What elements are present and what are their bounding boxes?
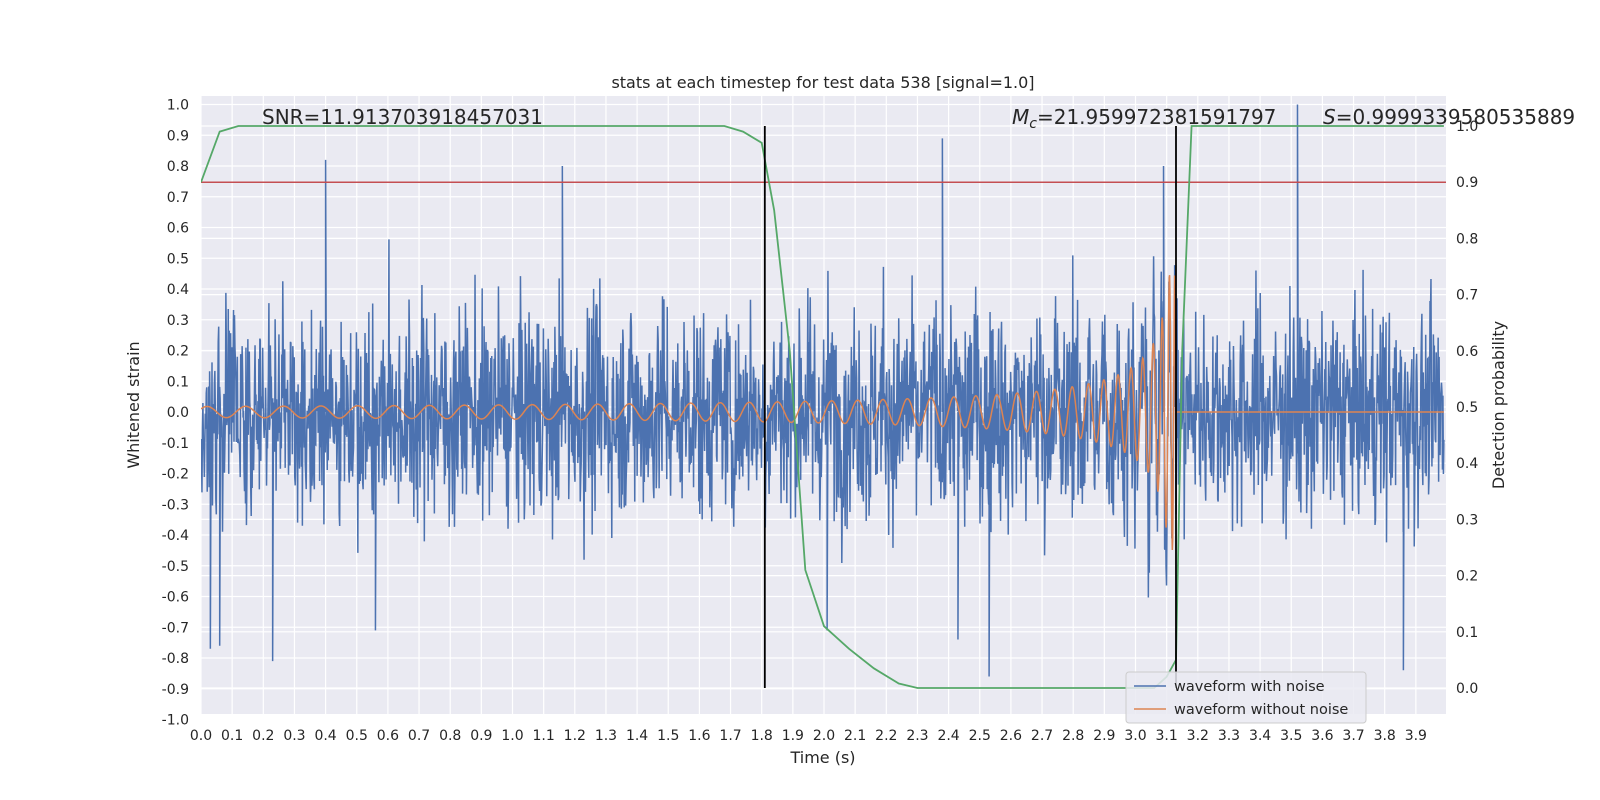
x-tick-label: 3.7 — [1342, 728, 1364, 744]
x-tick-label: 1.3 — [595, 728, 617, 744]
x-tick-label: 3.6 — [1311, 728, 1333, 744]
y-tick-label: 0.4 — [167, 282, 189, 298]
x-tick-label: 1.1 — [533, 728, 555, 744]
x-tick-label: 2.5 — [969, 728, 991, 744]
x-tick-label: 0.4 — [314, 728, 336, 744]
x-tick-label: 3.3 — [1218, 728, 1240, 744]
score-annotation: S=0.9999339580535889 — [1323, 105, 1575, 129]
y-tick-label: 0.5 — [167, 251, 189, 267]
x-tick-label: 1.2 — [564, 728, 586, 744]
series-waveform-with-noise — [201, 104, 1445, 677]
x-tick-label: 2.8 — [1062, 728, 1084, 744]
series-waveform-without-noise — [201, 274, 1444, 551]
y-tick-label: 1.0 — [167, 98, 189, 114]
y-tick-label: 0.2 — [167, 344, 189, 360]
x-tick-label: 2.7 — [1031, 728, 1053, 744]
x-tick-label: 3.8 — [1374, 728, 1396, 744]
y-tick-label: -0.4 — [162, 528, 189, 544]
x-tick-label: 1.7 — [719, 728, 741, 744]
chirp-mass-value: =21.959972381591797 — [1037, 105, 1276, 129]
snr-annotation: SNR=11.913703918457031 — [262, 105, 543, 129]
chirp-mass-annotation: Mc=21.959972381591797 — [1012, 105, 1276, 132]
y-tick-label: 0.6 — [167, 221, 189, 237]
y2-tick-label: 0.9 — [1456, 175, 1478, 191]
y-tick-label: -0.6 — [162, 590, 189, 606]
y2-tick-label: 0.8 — [1456, 231, 1478, 247]
y2-tick-label: 0.4 — [1456, 456, 1478, 472]
y-tick-label: 0.7 — [167, 190, 189, 206]
x-tick-label: 3.2 — [1187, 728, 1209, 744]
y-tick-label: 0.9 — [167, 128, 189, 144]
y-tick-label: 0.0 — [167, 405, 189, 421]
y2-tick-label: 0.1 — [1456, 625, 1478, 641]
x-tick-label: 3.9 — [1405, 728, 1427, 744]
x-tick-label: 1.6 — [688, 728, 710, 744]
x-tick-label: 0.8 — [439, 728, 461, 744]
x-tick-label: 1.0 — [501, 728, 523, 744]
legend-box — [1125, 671, 1367, 724]
x-tick-label: 0.7 — [408, 728, 430, 744]
y-tick-label: -0.8 — [162, 651, 189, 667]
y-tick-label: -0.3 — [162, 497, 189, 513]
score-symbol: S — [1323, 105, 1336, 129]
y2-tick-label: 1.0 — [1456, 119, 1478, 135]
x-tick-label: 0.5 — [346, 728, 368, 744]
x-axis-label: Time (s) — [789, 748, 855, 767]
x-tick-label: 2.9 — [1093, 728, 1115, 744]
y-tick-label: -1.0 — [162, 713, 189, 729]
x-tick-label: 0.3 — [283, 728, 305, 744]
legend-label-noise: waveform with noise — [1174, 679, 1325, 695]
y-tick-label: 0.8 — [167, 159, 189, 175]
ticks: 0.0 0.1 0.2 0.3 0.4 0.5 0.6 0.7 0.8 0.9 1.0 1.1 1.2 1… — [162, 98, 1479, 745]
x-tick-label: 2.6 — [1000, 728, 1022, 744]
y-tick-label: -0.9 — [162, 682, 189, 698]
y-tick-label: 0.1 — [167, 374, 189, 390]
y2-tick-label: 0.7 — [1456, 288, 1478, 304]
x-tick-label: 1.4 — [626, 728, 648, 744]
y-tick-label: -0.7 — [162, 620, 189, 636]
x-tick-label: 2.1 — [844, 728, 866, 744]
x-tick-label: 2.4 — [937, 728, 959, 744]
legend-label-clean: waveform without noise — [1174, 702, 1348, 718]
x-tick-label: 2.2 — [875, 728, 897, 744]
x-tick-label: 0.9 — [470, 728, 492, 744]
x-tick-label: 2.3 — [906, 728, 928, 744]
x-tick-label: 1.5 — [657, 728, 679, 744]
chirp-mass-symbol: M — [1012, 105, 1029, 129]
x-tick-label: 0.1 — [221, 728, 243, 744]
x-tick-label: 3.0 — [1124, 728, 1146, 744]
x-tick-label: 0.0 — [190, 728, 212, 744]
y2-tick-label: 0.0 — [1456, 681, 1478, 697]
x-tick-label: 3.5 — [1280, 728, 1302, 744]
chirp-mass-subscript: c — [1029, 116, 1037, 132]
y-tick-label: -0.5 — [162, 559, 189, 575]
x-tick-label: 2.0 — [813, 728, 835, 744]
x-tick-label: 3.4 — [1249, 728, 1271, 744]
x-tick-label: 1.8 — [751, 728, 773, 744]
y-axis-label: Whitened strain — [124, 341, 143, 468]
chart-title: stats at each timestep for test data 538… — [611, 73, 1034, 92]
x-tick-label: 0.6 — [377, 728, 399, 744]
y2-tick-label: 0.2 — [1456, 569, 1478, 585]
y2-tick-label: 0.3 — [1456, 512, 1478, 528]
y2-tick-label: 0.5 — [1456, 400, 1478, 416]
series-layer — [201, 104, 1446, 689]
y2-tick-label: 0.6 — [1456, 344, 1478, 360]
legend: waveform with noise waveform without noi… — [1125, 671, 1367, 724]
y-tick-label: -0.1 — [162, 436, 189, 452]
x-tick-label: 3.1 — [1156, 728, 1178, 744]
x-tick-label: 0.2 — [252, 728, 274, 744]
y-tick-label: 0.3 — [167, 313, 189, 329]
y-tick-label: -0.2 — [162, 467, 189, 483]
series-detection-probability — [201, 125, 1444, 689]
y2-axis-label: Detection probability — [1489, 321, 1508, 489]
score-value: =0.9999339580535889 — [1336, 105, 1575, 129]
x-tick-label: 1.9 — [782, 728, 804, 744]
